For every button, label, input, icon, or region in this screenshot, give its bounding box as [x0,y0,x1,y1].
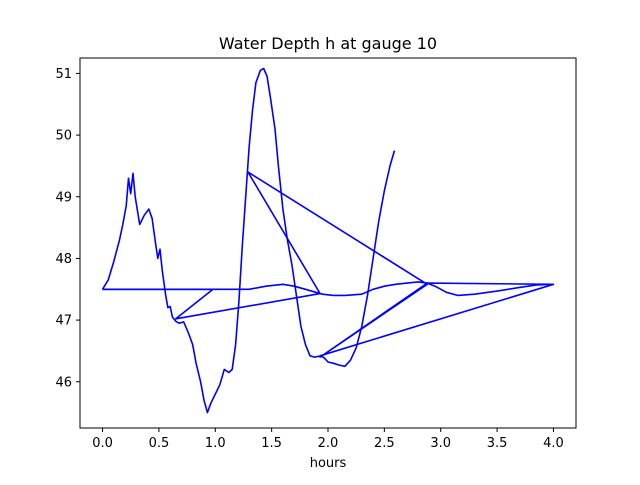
y-axis-ticks: 46 47 48 49 50 51 [55,67,80,390]
y-tick-label: 50 [55,129,72,144]
x-tick-label: 0.5 [149,436,170,451]
x-axis-label: hours [310,456,347,471]
x-tick-label: 1.5 [261,436,282,451]
series-layer [101,67,555,414]
series-line-2 [102,281,554,297]
y-tick-label: 46 [55,375,72,390]
x-tick-label: 2.0 [318,436,339,451]
x-tick-label: 0.0 [92,436,113,451]
y-tick-label: 47 [55,314,72,329]
x-tick-label: 1.0 [205,436,226,451]
x-tick-label: 2.5 [374,436,395,451]
y-tick-label: 48 [55,252,72,267]
x-tick-label: 3.0 [430,436,451,451]
x-tick-label: 3.5 [487,436,508,451]
y-tick-label: 51 [55,67,72,82]
chart-title: Water Depth h at gauge 10 [219,34,437,53]
x-tick-label: 4.0 [543,436,564,451]
x-axis-ticks: 0.0 0.5 1.0 1.5 2.0 2.5 3.0 3.5 4.0 [92,428,564,451]
series-line-3 [102,171,555,358]
y-tick-label: 49 [55,190,72,205]
plot-frame [79,57,577,429]
series-line-1 [101,67,396,414]
